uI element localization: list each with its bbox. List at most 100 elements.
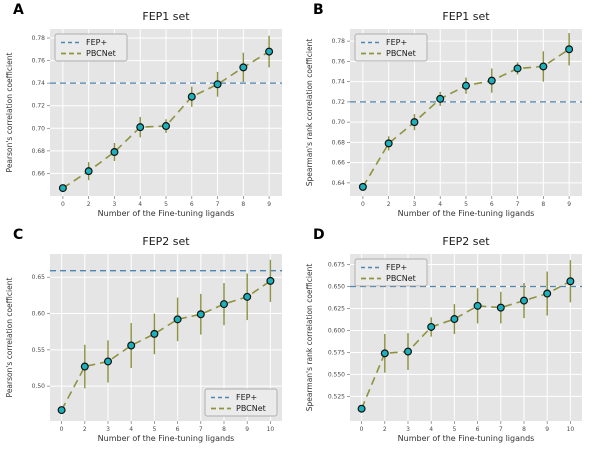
y-tick-label: 0.66 — [32, 170, 46, 177]
data-point — [58, 184, 67, 193]
plot-title: FEP2 set — [142, 235, 190, 248]
data-point — [196, 310, 205, 319]
y-tick-label: 0.70 — [332, 119, 346, 126]
panel-a: A 0 2 3 4 5 6 7 8 9 0.66 0.68 0.70 0.72 0.74 0.76 0.78 F… — [0, 0, 300, 225]
data-point — [380, 349, 389, 358]
pbcnet-line — [60, 280, 271, 411]
data-point — [84, 167, 93, 176]
data-point — [239, 63, 248, 72]
plot-fep2-pearson: 0 2 3 4 5 6 7 8 9 10 0.50 0.55 0.60 0.65 FEP2 set Numbe… — [5, 235, 282, 443]
x-tick-label: 7 — [216, 201, 220, 208]
data-points — [357, 277, 575, 413]
x-tick-label: 4 — [138, 201, 142, 208]
y-tick-label: 0.78 — [32, 35, 46, 42]
x-tick-label: 5 — [464, 201, 468, 208]
tick-marks — [47, 37, 270, 199]
data-point — [496, 303, 505, 312]
x-tick-label: 5 — [152, 426, 156, 433]
data-point — [57, 406, 66, 415]
data-point — [565, 45, 574, 54]
x-tick-label: 7 — [499, 426, 503, 433]
x-tick-label: 3 — [113, 201, 117, 208]
data-point — [487, 76, 496, 85]
data-point — [543, 289, 552, 298]
x-tick-label: 9 — [267, 201, 271, 208]
y-tick-label: 0.74 — [332, 79, 346, 86]
legend-pbcnet-label: PBCNet — [236, 404, 266, 413]
legend: FEP+ PBCNet — [354, 33, 428, 62]
y-tick-label: 0.650 — [328, 284, 345, 291]
plot-title: FEP1 set — [142, 10, 190, 23]
x-tick-label: 2 — [83, 426, 87, 433]
data-point — [410, 118, 419, 127]
data-points — [57, 276, 275, 415]
data-point — [103, 357, 112, 366]
plot-fep1-spearman: 0 2 3 4 5 6 7 8 9 0.64 0.66 0.68 0.70 0.72 0.74 0.76 0.7… — [305, 10, 582, 218]
y-tick-label: 0.74 — [32, 80, 46, 87]
x-tick-label: 9 — [567, 201, 571, 208]
x-tick-label: 3 — [413, 201, 417, 208]
data-point — [462, 81, 471, 90]
x-axis-label: Number of the Fine-tuning ligands — [398, 209, 535, 218]
legend-fep-label: FEP+ — [386, 38, 407, 47]
x-tick-label: 10 — [267, 426, 275, 433]
data-point — [403, 347, 412, 356]
x-tick-label: 6 — [190, 201, 194, 208]
data-points — [58, 47, 274, 193]
legend: FEP+ PBCNet — [354, 258, 428, 287]
y-tick-label: 0.575 — [328, 349, 345, 356]
panel-b: B 0 2 3 4 5 6 7 8 9 0.64 0.66 0.68 0.70 0.72 0.74 0.76 0… — [300, 0, 600, 225]
legend: FEP+ PBCNet — [204, 388, 278, 417]
data-point — [566, 277, 575, 286]
panel-letter-d: D — [313, 227, 325, 243]
plot-title: FEP2 set — [442, 235, 490, 248]
x-tick-label: 3 — [106, 426, 110, 433]
x-tick-label: 8 — [241, 201, 245, 208]
y-tick-label: 0.68 — [332, 139, 346, 146]
x-tick-label: 0 — [360, 426, 364, 433]
pbcnet-line — [360, 280, 571, 410]
y-axis-label: Pearson's correlation coefficient — [5, 278, 14, 398]
y-axis-label: Spearman's rank correlation coefficient — [305, 39, 314, 187]
x-tick-label: 2 — [87, 201, 91, 208]
x-tick-label: 3 — [406, 426, 410, 433]
x-tick-label: 2 — [387, 201, 391, 208]
data-point — [80, 362, 89, 371]
y-tick-label: 0.60 — [32, 311, 46, 318]
y-axis-label: Pearson's correlation coefficient — [5, 53, 14, 173]
legend-fep-label: FEP+ — [236, 393, 257, 402]
y-tick-label: 0.66 — [332, 160, 346, 167]
x-tick-label: 0 — [61, 201, 65, 208]
panel-letter-c: C — [13, 227, 24, 243]
x-tick-label: 8 — [522, 426, 526, 433]
data-point — [384, 139, 393, 148]
data-point — [220, 300, 229, 309]
data-point — [357, 404, 366, 413]
data-point — [427, 322, 436, 331]
tick-marks — [47, 276, 271, 424]
y-tick-label: 0.76 — [332, 58, 346, 65]
y-tick-label: 0.600 — [328, 327, 345, 334]
y-tick-label: 0.72 — [32, 103, 46, 110]
data-point — [173, 315, 182, 324]
legend-pbcnet-label: PBCNet — [386, 49, 416, 58]
data-point — [150, 329, 159, 338]
plot-fep2-spearman: 0 2 3 4 5 6 7 8 9 10 0.525 0.550 0.575 0.600 0.625 0.65… — [305, 235, 582, 443]
x-tick-label: 7 — [199, 426, 203, 433]
panel-letter-a: A — [13, 2, 24, 18]
y-tick-label: 0.64 — [332, 180, 346, 187]
data-point — [450, 315, 459, 324]
x-tick-label: 8 — [222, 426, 226, 433]
data-point — [162, 122, 171, 131]
y-tick-label: 0.76 — [32, 58, 46, 65]
data-point — [243, 292, 252, 301]
x-tick-label: 4 — [129, 426, 133, 433]
x-tick-label: 5 — [164, 201, 168, 208]
y-tick-label: 0.675 — [328, 262, 345, 269]
data-point — [358, 182, 367, 191]
y-tick-label: 0.68 — [32, 148, 46, 155]
legend-pbcnet-label: PBCNet — [386, 274, 416, 283]
x-axis-label: Number of the Fine-tuning ligands — [98, 209, 235, 218]
y-tick-label: 0.65 — [32, 274, 46, 281]
y-tick-label: 0.625 — [328, 305, 345, 312]
